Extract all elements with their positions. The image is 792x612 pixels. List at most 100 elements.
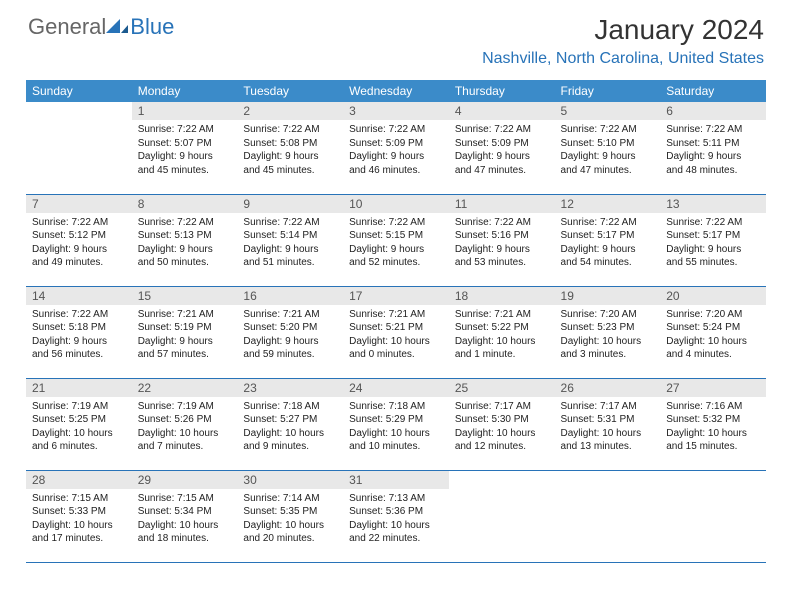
sunrise-text: Sunrise: 7:21 AM [243, 308, 337, 322]
day-cell: 16Sunrise: 7:21 AMSunset: 5:20 PMDayligh… [237, 286, 343, 378]
day-body: Sunrise: 7:22 AMSunset: 5:10 PMDaylight:… [555, 120, 661, 183]
sunset-text: Sunset: 5:29 PM [349, 413, 443, 427]
day-body: Sunrise: 7:17 AMSunset: 5:30 PMDaylight:… [449, 397, 555, 460]
daylight-text: Daylight: 9 hours and 47 minutes. [561, 150, 655, 177]
day-body: Sunrise: 7:18 AMSunset: 5:27 PMDaylight:… [237, 397, 343, 460]
day-cell: 19Sunrise: 7:20 AMSunset: 5:23 PMDayligh… [555, 286, 661, 378]
day-cell: 20Sunrise: 7:20 AMSunset: 5:24 PMDayligh… [660, 286, 766, 378]
sunset-text: Sunset: 5:27 PM [243, 413, 337, 427]
sunrise-text: Sunrise: 7:21 AM [138, 308, 232, 322]
sunrise-text: Sunrise: 7:22 AM [455, 123, 549, 137]
day-number: 31 [343, 471, 449, 489]
day-header: Friday [555, 80, 661, 102]
day-body: Sunrise: 7:22 AMSunset: 5:16 PMDaylight:… [449, 213, 555, 276]
day-body: Sunrise: 7:21 AMSunset: 5:21 PMDaylight:… [343, 305, 449, 368]
day-cell: 18Sunrise: 7:21 AMSunset: 5:22 PMDayligh… [449, 286, 555, 378]
day-body: Sunrise: 7:22 AMSunset: 5:14 PMDaylight:… [237, 213, 343, 276]
sunrise-text: Sunrise: 7:21 AM [349, 308, 443, 322]
day-cell: 9Sunrise: 7:22 AMSunset: 5:14 PMDaylight… [237, 194, 343, 286]
day-cell: 26Sunrise: 7:17 AMSunset: 5:31 PMDayligh… [555, 378, 661, 470]
sunrise-text: Sunrise: 7:20 AM [666, 308, 760, 322]
day-body: Sunrise: 7:15 AMSunset: 5:33 PMDaylight:… [26, 489, 132, 552]
day-number: 3 [343, 102, 449, 120]
day-number: 5 [555, 102, 661, 120]
location-text: Nashville, North Carolina, United States [482, 50, 764, 68]
day-number: 29 [132, 471, 238, 489]
day-number: 20 [660, 287, 766, 305]
day-cell: 14Sunrise: 7:22 AMSunset: 5:18 PMDayligh… [26, 286, 132, 378]
day-cell [555, 470, 661, 562]
day-cell: 4Sunrise: 7:22 AMSunset: 5:09 PMDaylight… [449, 102, 555, 194]
daylight-text: Daylight: 9 hours and 45 minutes. [138, 150, 232, 177]
day-body: Sunrise: 7:22 AMSunset: 5:09 PMDaylight:… [343, 120, 449, 183]
sunrise-text: Sunrise: 7:22 AM [455, 216, 549, 230]
sunrise-text: Sunrise: 7:22 AM [32, 216, 126, 230]
day-number: 10 [343, 195, 449, 213]
day-body: Sunrise: 7:18 AMSunset: 5:29 PMDaylight:… [343, 397, 449, 460]
day-number: 16 [237, 287, 343, 305]
sunrise-text: Sunrise: 7:14 AM [243, 492, 337, 506]
logo: General Blue [28, 14, 174, 40]
sunset-text: Sunset: 5:20 PM [243, 321, 337, 335]
sunset-text: Sunset: 5:07 PM [138, 137, 232, 151]
daylight-text: Daylight: 9 hours and 56 minutes. [32, 335, 126, 362]
day-body: Sunrise: 7:22 AMSunset: 5:08 PMDaylight:… [237, 120, 343, 183]
day-cell: 10Sunrise: 7:22 AMSunset: 5:15 PMDayligh… [343, 194, 449, 286]
sunset-text: Sunset: 5:15 PM [349, 229, 443, 243]
day-body: Sunrise: 7:22 AMSunset: 5:15 PMDaylight:… [343, 213, 449, 276]
day-cell: 24Sunrise: 7:18 AMSunset: 5:29 PMDayligh… [343, 378, 449, 470]
sunrise-text: Sunrise: 7:17 AM [561, 400, 655, 414]
sunrise-text: Sunrise: 7:16 AM [666, 400, 760, 414]
sunrise-text: Sunrise: 7:21 AM [455, 308, 549, 322]
daylight-text: Daylight: 10 hours and 6 minutes. [32, 427, 126, 454]
day-body: Sunrise: 7:21 AMSunset: 5:22 PMDaylight:… [449, 305, 555, 368]
day-number: 25 [449, 379, 555, 397]
day-cell: 21Sunrise: 7:19 AMSunset: 5:25 PMDayligh… [26, 378, 132, 470]
day-number: 28 [26, 471, 132, 489]
day-cell: 15Sunrise: 7:21 AMSunset: 5:19 PMDayligh… [132, 286, 238, 378]
sunrise-text: Sunrise: 7:22 AM [561, 123, 655, 137]
day-header: Saturday [660, 80, 766, 102]
sunrise-text: Sunrise: 7:22 AM [32, 308, 126, 322]
day-cell: 5Sunrise: 7:22 AMSunset: 5:10 PMDaylight… [555, 102, 661, 194]
sunset-text: Sunset: 5:35 PM [243, 505, 337, 519]
sunrise-text: Sunrise: 7:22 AM [666, 123, 760, 137]
day-cell: 23Sunrise: 7:18 AMSunset: 5:27 PMDayligh… [237, 378, 343, 470]
daylight-text: Daylight: 10 hours and 7 minutes. [138, 427, 232, 454]
day-body: Sunrise: 7:20 AMSunset: 5:24 PMDaylight:… [660, 305, 766, 368]
daylight-text: Daylight: 10 hours and 1 minute. [455, 335, 549, 362]
day-cell [660, 470, 766, 562]
daylight-text: Daylight: 9 hours and 46 minutes. [349, 150, 443, 177]
day-number: 6 [660, 102, 766, 120]
day-cell: 17Sunrise: 7:21 AMSunset: 5:21 PMDayligh… [343, 286, 449, 378]
sunset-text: Sunset: 5:31 PM [561, 413, 655, 427]
sunset-text: Sunset: 5:09 PM [349, 137, 443, 151]
daylight-text: Daylight: 10 hours and 4 minutes. [666, 335, 760, 362]
sunrise-text: Sunrise: 7:15 AM [32, 492, 126, 506]
day-cell: 27Sunrise: 7:16 AMSunset: 5:32 PMDayligh… [660, 378, 766, 470]
calendar-table: SundayMondayTuesdayWednesdayThursdayFrid… [26, 80, 766, 563]
day-number: 22 [132, 379, 238, 397]
sunset-text: Sunset: 5:32 PM [666, 413, 760, 427]
daylight-text: Daylight: 9 hours and 51 minutes. [243, 243, 337, 270]
day-cell: 6Sunrise: 7:22 AMSunset: 5:11 PMDaylight… [660, 102, 766, 194]
sunset-text: Sunset: 5:16 PM [455, 229, 549, 243]
daylight-text: Daylight: 9 hours and 55 minutes. [666, 243, 760, 270]
daylight-text: Daylight: 9 hours and 45 minutes. [243, 150, 337, 177]
sunset-text: Sunset: 5:23 PM [561, 321, 655, 335]
day-number: 15 [132, 287, 238, 305]
day-cell: 25Sunrise: 7:17 AMSunset: 5:30 PMDayligh… [449, 378, 555, 470]
sunset-text: Sunset: 5:22 PM [455, 321, 549, 335]
day-cell: 30Sunrise: 7:14 AMSunset: 5:35 PMDayligh… [237, 470, 343, 562]
sunrise-text: Sunrise: 7:18 AM [243, 400, 337, 414]
week-row: 21Sunrise: 7:19 AMSunset: 5:25 PMDayligh… [26, 378, 766, 470]
sunrise-text: Sunrise: 7:17 AM [455, 400, 549, 414]
logo-sail-icon [106, 17, 128, 33]
day-number: 1 [132, 102, 238, 120]
week-row: 1Sunrise: 7:22 AMSunset: 5:07 PMDaylight… [26, 102, 766, 194]
day-number: 2 [237, 102, 343, 120]
day-number: 11 [449, 195, 555, 213]
sunset-text: Sunset: 5:19 PM [138, 321, 232, 335]
daylight-text: Daylight: 10 hours and 12 minutes. [455, 427, 549, 454]
sunset-text: Sunset: 5:25 PM [32, 413, 126, 427]
